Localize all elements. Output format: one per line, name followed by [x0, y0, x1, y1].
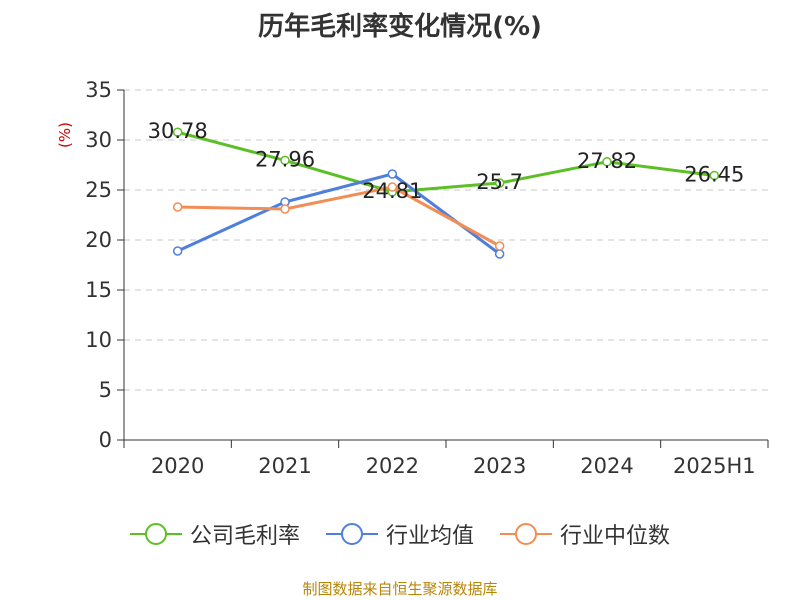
- source-note: 制图数据来自恒生聚源数据库: [302, 580, 498, 598]
- data-label: 24.81: [362, 179, 422, 203]
- x-tick-label: 2024: [580, 454, 633, 478]
- data-point: [602, 157, 612, 167]
- x-tick-label: 2023: [473, 454, 526, 478]
- legend-item[interactable]: 公司毛利率: [129, 518, 300, 550]
- y-tick-label: 20: [85, 228, 112, 252]
- legend-item[interactable]: 行业中位数: [500, 518, 670, 550]
- y-tick-label: 0: [99, 428, 112, 452]
- legend-marker-icon: [500, 523, 552, 545]
- y-tick-label: 35: [85, 78, 112, 102]
- legend-marker-icon: [325, 523, 378, 545]
- data-point: [172, 246, 183, 256]
- data-label: 26.45: [684, 163, 744, 187]
- data-point: [387, 182, 398, 192]
- chart-title: 历年毛利率变化情况(%): [258, 12, 542, 42]
- series-line-0: [177, 130, 715, 194]
- data-label: 30.78: [148, 119, 208, 143]
- data-point: [280, 155, 290, 166]
- legend: 公司毛利率 行业均值 行业中位数: [0, 518, 800, 550]
- legend-marker-icon: [129, 523, 182, 545]
- legend-item[interactable]: 行业均值: [325, 518, 474, 550]
- data-point: [494, 178, 505, 188]
- series-line-1: [177, 172, 501, 256]
- y-tick-label: 15: [85, 278, 112, 302]
- x-tick-label: 2022: [366, 454, 419, 478]
- legend-label: 公司毛利率: [189, 524, 300, 549]
- legend-label: 行业均值: [385, 524, 474, 549]
- y-tick-label: 5: [99, 378, 112, 402]
- data-point: [172, 202, 183, 212]
- data-point: [494, 249, 505, 259]
- data-point: [709, 170, 720, 181]
- data-point: [280, 204, 290, 214]
- data-point: [172, 127, 183, 137]
- data-label: 27.96: [255, 147, 315, 171]
- legend-label: 行业中位数: [560, 524, 671, 549]
- y-tick-label: 10: [85, 328, 112, 352]
- x-tick-label: 2020: [151, 454, 204, 478]
- data-label: 25.7: [476, 170, 523, 194]
- data-label: 27.82: [577, 149, 637, 173]
- data-point: [387, 169, 398, 179]
- data-point: [494, 241, 505, 251]
- y-tick-label: 25: [85, 178, 112, 202]
- x-tick-label: 2025H1: [673, 454, 756, 478]
- series-line-2: [177, 185, 501, 248]
- x-tick-label: 2021: [258, 454, 311, 478]
- y-tick-label: 30: [85, 128, 112, 152]
